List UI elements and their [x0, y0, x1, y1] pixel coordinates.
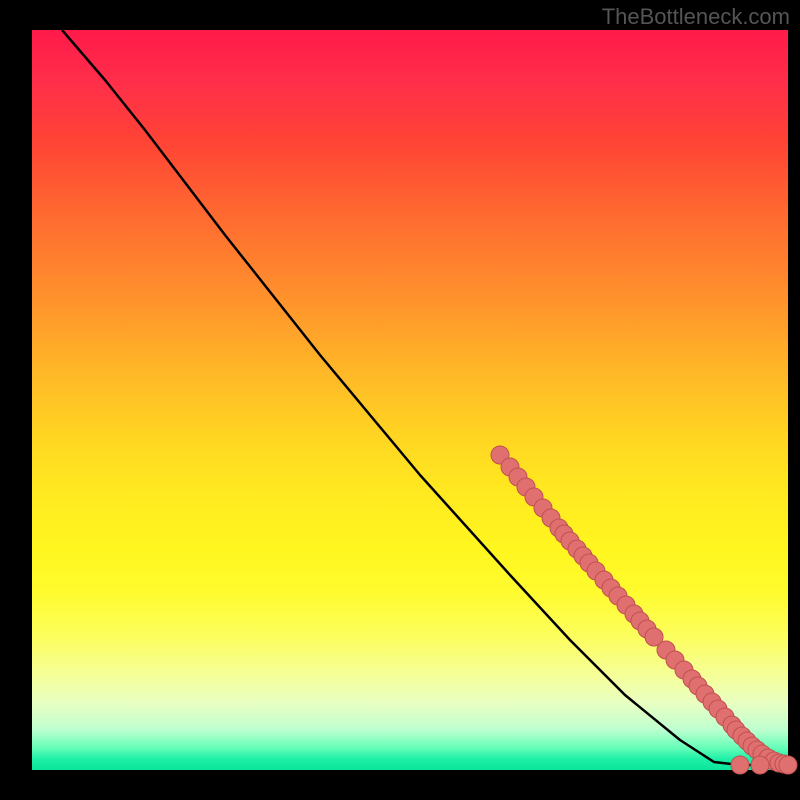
data-marker: [751, 756, 769, 774]
data-marker: [779, 756, 797, 774]
watermark-text: TheBottleneck.com: [602, 4, 790, 30]
data-marker: [731, 756, 749, 774]
chart-svg: [0, 0, 800, 800]
chart-container: TheBottleneck.com: [0, 0, 800, 800]
